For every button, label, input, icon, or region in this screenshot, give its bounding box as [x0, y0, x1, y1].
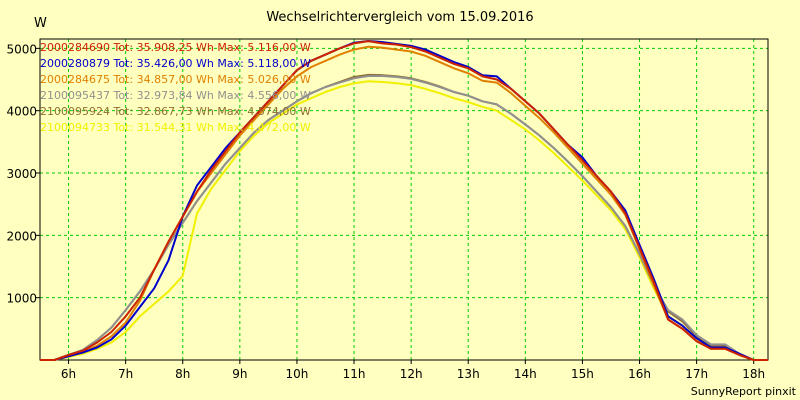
x-tick-label: 7h: [118, 367, 133, 381]
series-line-2100094733: [40, 80, 768, 361]
x-tick-label: 13h: [457, 367, 480, 381]
x-tick-label: 9h: [232, 367, 247, 381]
x-tick-label: 10h: [286, 367, 309, 381]
x-tick-label: 8h: [175, 367, 190, 381]
y-tick-label: 2000: [6, 229, 37, 243]
x-tick-label: 11h: [343, 367, 366, 381]
x-tick-label: 6h: [61, 367, 76, 381]
legend-item-2000280879: 2000280879 Tot: 35.426,00 Wh Max: 5.118,…: [40, 57, 311, 70]
x-tick-label: 18h: [742, 367, 765, 381]
chart-title: Wechselrichtervergleich vom 15.09.2016: [266, 10, 534, 25]
y-tick-label: 5000: [6, 42, 37, 56]
axes: [36, 38, 769, 364]
legend-item-2100095437: 2100095437 Tot: 32.973,84 Wh Max: 4.556,…: [40, 89, 311, 102]
x-tick-label: 15h: [571, 367, 594, 381]
y-tick-label: 4000: [6, 105, 37, 119]
footer-credit: SunnyReport pinxit: [690, 385, 796, 398]
legend: 2000284690 Tot: 35.908,25 Wh Max: 5.116,…: [40, 40, 311, 136]
legend-item-2100094733: 2100094733 Tot: 31.544,31 Wh Max: 4.472,…: [40, 121, 311, 134]
series-lines: [40, 40, 768, 361]
y-tick-label: 1000: [6, 292, 37, 306]
x-tick-label: 12h: [400, 367, 423, 381]
y-tick-label: 3000: [6, 167, 37, 181]
legend-item-2000284690: 2000284690 Tot: 35.908,25 Wh Max: 5.116,…: [40, 41, 311, 54]
x-tick-label: 14h: [514, 367, 537, 381]
x-tick-label: 17h: [685, 367, 708, 381]
plot-frame: [39, 38, 769, 361]
tick-labels: 6h 7h 8h 9h 10h 11h 12h 13h 14h 15h 16h 17h 18h 1000 2…: [6, 42, 765, 381]
x-tick-label: 16h: [628, 367, 651, 381]
legend-item-2100095924: 2100095924 Tot: 32.867,73 Wh Max: 4.574,…: [40, 105, 311, 118]
legend-item-2000284675: 2000284675 Tot: 34.857,00 Wh Max: 5.026,…: [40, 73, 311, 86]
series-line-2000284690: [40, 40, 768, 361]
y-axis-label: W: [34, 16, 47, 31]
